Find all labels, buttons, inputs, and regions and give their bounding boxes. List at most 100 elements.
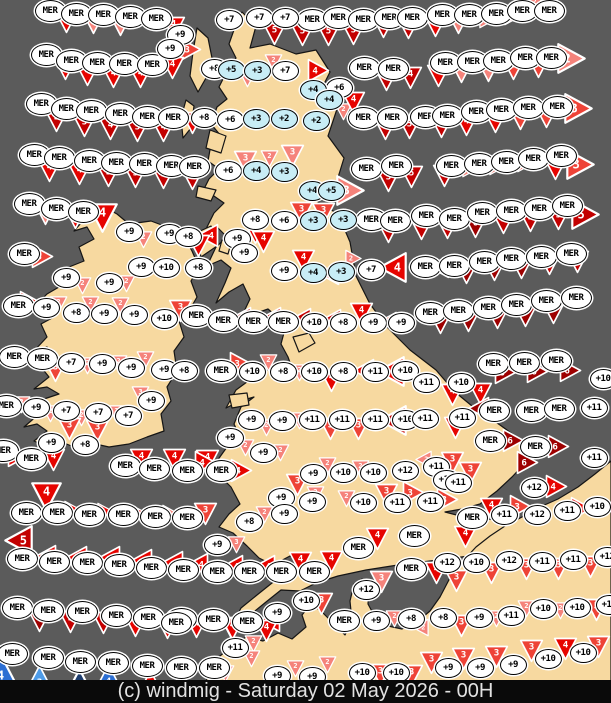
sea-marker: MER [157, 107, 189, 129]
sea-marker: MER [429, 52, 461, 74]
temperature-marker: +7 [271, 8, 299, 28]
temperature-marker: +8 [269, 362, 297, 382]
svg-text:5: 5 [81, 116, 87, 127]
sea-marker: MER [0, 643, 28, 665]
sea-marker: MER [178, 156, 210, 178]
wind-arrow-icon: 2 [344, 249, 362, 267]
sea-marker: MER [104, 103, 136, 125]
svg-text:2: 2 [118, 298, 122, 306]
temperature-marker: +10 [529, 599, 557, 619]
sea-marker: MER [131, 655, 163, 677]
temperature-marker: +8 [241, 210, 269, 230]
svg-text:4: 4 [263, 621, 269, 632]
temperature-marker: +11 [580, 398, 608, 418]
wind-arrow-icon: 2 [81, 295, 99, 313]
sea-marker: MER [139, 506, 171, 528]
sea-marker: MER [472, 297, 504, 319]
sea-marker: MER [515, 400, 547, 422]
sea-marker: MER [379, 210, 411, 232]
svg-text:3: 3 [449, 453, 455, 464]
wind-arrow-icon: 2 [260, 149, 278, 167]
temperature-marker: +8 [329, 313, 357, 333]
sea-marker: MER [540, 350, 572, 372]
sea-marker: MER [1, 597, 33, 619]
svg-text:4: 4 [107, 119, 113, 130]
svg-text:3: 3 [234, 358, 240, 369]
svg-text:2: 2 [143, 352, 147, 360]
wind-arrow-icon: 2 [334, 102, 352, 120]
svg-text:2: 2 [325, 458, 329, 466]
temperature-marker: +9 [263, 603, 291, 623]
svg-text:6: 6 [507, 435, 513, 446]
svg-text:5: 5 [299, 25, 305, 36]
wind-arrow-icon: 4 [307, 58, 329, 82]
sea-marker: MER [347, 107, 379, 129]
temperature-marker: +10 [359, 463, 387, 483]
temperature-marker: +11 [328, 410, 356, 430]
sea-marker: MER [197, 609, 229, 631]
svg-text:3: 3 [289, 146, 295, 157]
sea-marker: MER [342, 537, 374, 559]
sea-marker: MER [103, 554, 135, 576]
temperature-marker: +9 [237, 410, 265, 430]
svg-text:4: 4 [374, 529, 380, 540]
sea-marker: MER [108, 53, 140, 75]
sea-marker: MER [136, 54, 168, 76]
temperature-marker: +10 [391, 361, 419, 381]
sea-marker: MER [519, 436, 551, 458]
temperature-marker: +10 [348, 663, 376, 683]
svg-text:2: 2 [313, 487, 317, 495]
wind-arrow-icon: 3 [519, 639, 543, 662]
temperature-marker: +9 [270, 261, 298, 281]
temperature-marker: +9 [465, 608, 493, 628]
temperature-marker: +11 [580, 448, 608, 468]
temperature-marker: +8 [190, 108, 218, 128]
sea-marker: MER [81, 52, 113, 74]
svg-text:5: 5 [406, 118, 412, 129]
svg-text:5: 5 [577, 207, 584, 221]
svg-text:2: 2 [344, 491, 348, 499]
landmass-isle-of-man [292, 332, 316, 353]
sea-marker: MER [495, 248, 527, 270]
sea-marker: MER [2, 295, 34, 317]
temperature-marker: +7 [245, 8, 273, 28]
svg-text:3: 3 [52, 361, 58, 372]
caption-bar: (c) windmig - Saturday 02 May 2026 - 00H [0, 680, 611, 703]
sea-marker: MER [32, 600, 64, 622]
svg-text:3: 3 [572, 157, 579, 171]
temperature-marker: +12 [433, 553, 461, 573]
svg-text:6: 6 [552, 441, 558, 452]
svg-text:6: 6 [564, 365, 570, 376]
svg-text:2: 2 [264, 420, 268, 428]
temperature-marker: +12 [391, 461, 419, 481]
wind-arrow-icon: 3 [369, 570, 393, 593]
svg-text:4: 4 [98, 205, 105, 219]
svg-text:3: 3 [184, 44, 190, 55]
temperature-marker: +11 [528, 552, 556, 572]
sea-marker: MER [38, 551, 70, 573]
wind-arrow-icon: 4 [468, 382, 492, 405]
sea-marker: MER [535, 47, 567, 69]
svg-text:3: 3 [355, 419, 361, 430]
sea-marker: MER [525, 246, 557, 268]
sea-marker: MER [490, 151, 522, 173]
svg-text:3: 3 [441, 494, 447, 505]
sea-marker: MER [435, 155, 467, 177]
wind-arrow-icon: 2 [259, 353, 277, 371]
sea-marker: MER [171, 460, 203, 482]
svg-text:2: 2 [116, 356, 120, 364]
temperature-marker: +8 [429, 608, 457, 628]
temperature-marker: +9 [32, 298, 60, 318]
svg-text:2: 2 [262, 507, 266, 515]
sea-marker: MER [431, 105, 463, 127]
temperature-marker: +9 [37, 433, 65, 453]
sea-marker: MER [560, 287, 592, 309]
svg-text:4: 4 [169, 58, 175, 69]
sea-marker: MER [201, 561, 233, 583]
temperature-marker: +10 [238, 362, 266, 382]
temperature-marker: +10 [447, 373, 475, 393]
sea-marker: MER [555, 243, 587, 265]
temperature-marker: +11 [361, 410, 389, 430]
sea-marker: MER [541, 96, 573, 118]
